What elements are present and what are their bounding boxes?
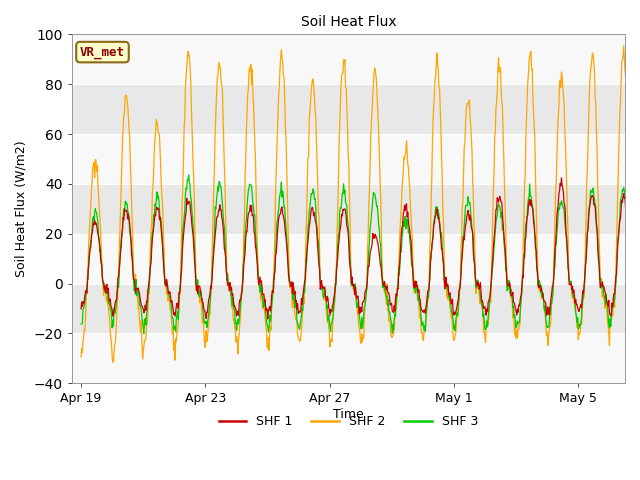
X-axis label: Time: Time [333, 408, 364, 421]
Bar [72, 84, 625, 134]
Bar [72, 134, 625, 184]
Legend: SHF 1, SHF 2, SHF 3: SHF 1, SHF 2, SHF 3 [214, 410, 483, 433]
Text: VR_met: VR_met [80, 46, 125, 59]
Bar [72, 35, 625, 84]
Title: Soil Heat Flux: Soil Heat Flux [301, 15, 396, 29]
Bar [72, 234, 625, 284]
Bar [72, 284, 625, 334]
Bar [72, 334, 625, 384]
Bar [72, 184, 625, 234]
Y-axis label: Soil Heat Flux (W/m2): Soil Heat Flux (W/m2) [15, 141, 28, 277]
